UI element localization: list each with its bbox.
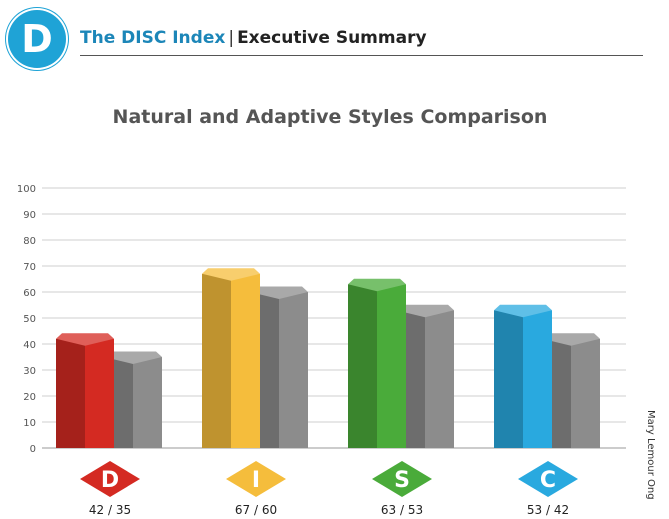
adaptive-bar-top [250,286,308,299]
adaptive-bar-top [396,304,454,318]
style-score-label: 42 / 35 [89,503,131,517]
style-score-label: 67 / 60 [235,503,277,517]
style-letter-i: I [252,468,260,493]
style-letter-d: D [101,468,119,493]
style-letter-s: S [394,468,410,493]
side-name-text: Mary Lemour Ong [645,410,656,500]
y-tick-label: 20 [23,392,36,403]
y-tick-label: 50 [23,314,36,325]
brand-name: The DISC Index [80,28,226,48]
style-score-label: 53 / 42 [527,503,569,517]
style-diamond-s [372,461,432,497]
y-tick-label: 40 [23,340,36,351]
natural-bar-left-face [56,338,85,448]
style-diamond-d [80,461,140,497]
disc-logo: D [8,10,66,68]
natural-bar-left-face [348,284,377,448]
adaptive-bar-right-face [571,338,600,448]
y-tick-label: 100 [17,184,36,195]
natural-bar-right-face [523,310,552,448]
natural-bar-left-face [202,273,231,448]
y-tick-label: 10 [23,418,36,429]
y-tick-label: 90 [23,210,36,221]
style-diamond-c [518,461,578,497]
y-tick-label: 80 [23,236,36,247]
style-score-label: 63 / 53 [381,503,423,517]
header-divider [80,55,643,56]
adaptive-bar-right-face [425,310,454,448]
style-letter-c: C [540,468,556,493]
natural-bar-top [494,304,552,318]
header-title: The DISC Index | Executive Summary [80,28,427,48]
natural-bar-right-face [85,338,114,448]
natural-bar-right-face [377,284,406,448]
adaptive-bar-right-face [279,292,308,448]
y-tick-label: 60 [23,288,36,299]
y-tick-label: 30 [23,366,36,377]
natural-bar-right-face [231,273,260,448]
natural-bar-top [202,268,260,281]
style-diamond-i [226,461,286,497]
adaptive-bar-right-face [133,357,162,448]
section-title: Executive Summary [237,28,427,48]
y-tick-label: 0 [30,444,36,455]
natural-bar-left-face [494,310,523,448]
natural-bar-top [348,278,406,292]
adaptive-bar-top [104,351,162,364]
side-name-label: Mary Lemour Ong [645,410,668,510]
header-separator: | [228,28,235,48]
y-tick-label: 70 [23,262,36,273]
logo-letter: D [21,17,53,61]
natural-bar-top [56,333,114,346]
adaptive-bar-top [542,333,600,346]
chart-title: Natural and Adaptive Styles Comparison [112,106,548,128]
